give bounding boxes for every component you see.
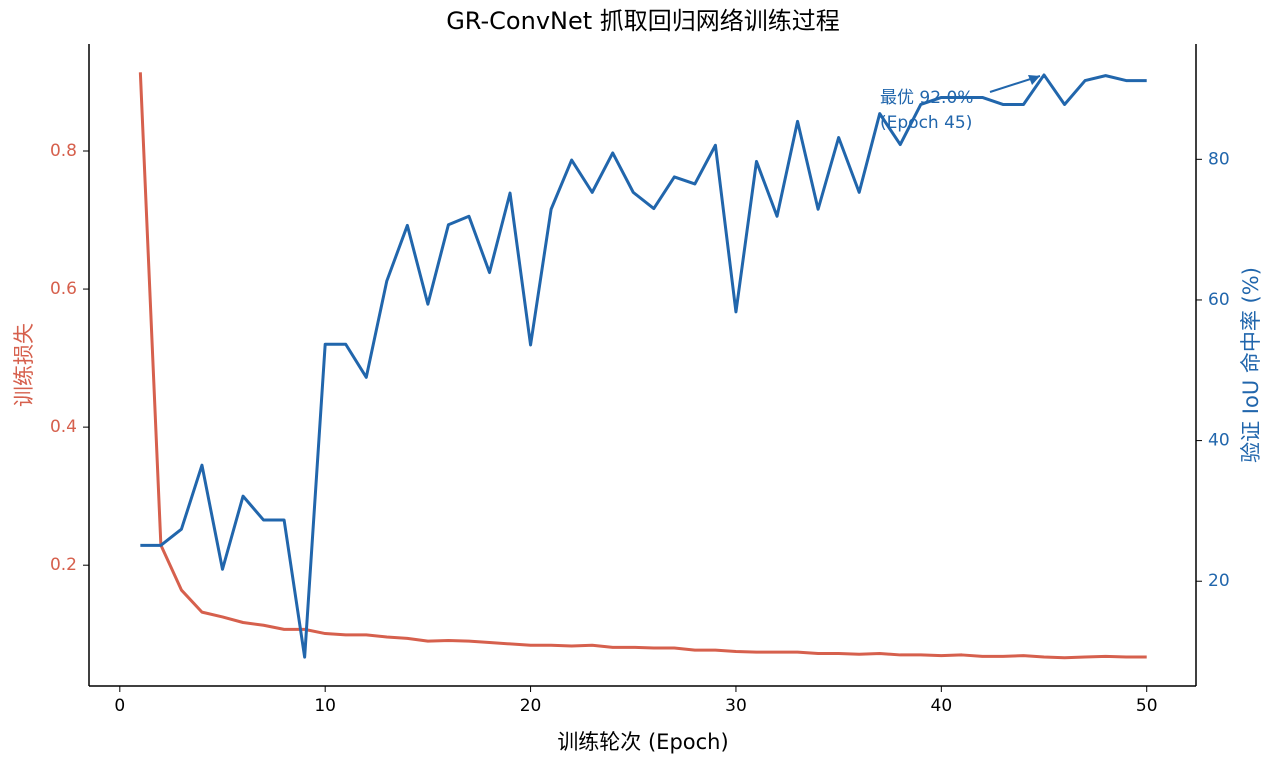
y-tick-label: 0.4	[50, 417, 77, 437]
x-tick-label: 30	[725, 696, 747, 716]
annotation-text: (Epoch 45)	[880, 113, 972, 133]
annotation-arrowhead	[1028, 74, 1041, 85]
y2-tick-label: 60	[1208, 290, 1230, 310]
y2-axis-label: 验证 IoU 命中率 (%)	[1239, 267, 1263, 463]
series-line	[140, 73, 1147, 659]
y-tick-label: 0.6	[50, 279, 77, 299]
chart-title: GR-ConvNet 抓取回归网络训练过程	[446, 7, 840, 35]
y-tick-label: 0.2	[50, 555, 77, 575]
y-tick-label: 0.8	[50, 141, 77, 161]
x-axis-label: 训练轮次 (Epoch)	[557, 730, 728, 754]
x-tick-label: 40	[931, 696, 953, 716]
x-tick-label: 50	[1136, 696, 1158, 716]
y2-tick-label: 20	[1208, 571, 1230, 591]
y2-tick-label: 40	[1208, 431, 1230, 451]
series-line	[138, 72, 1147, 660]
x-tick-label: 0	[114, 696, 125, 716]
x-tick-label: 10	[314, 696, 336, 716]
annotation-text: 最优 92.0%	[880, 88, 973, 108]
y-axis-label: 训练损失	[12, 323, 36, 407]
x-tick-label: 20	[520, 696, 542, 716]
y2-tick-label: 80	[1208, 149, 1230, 169]
